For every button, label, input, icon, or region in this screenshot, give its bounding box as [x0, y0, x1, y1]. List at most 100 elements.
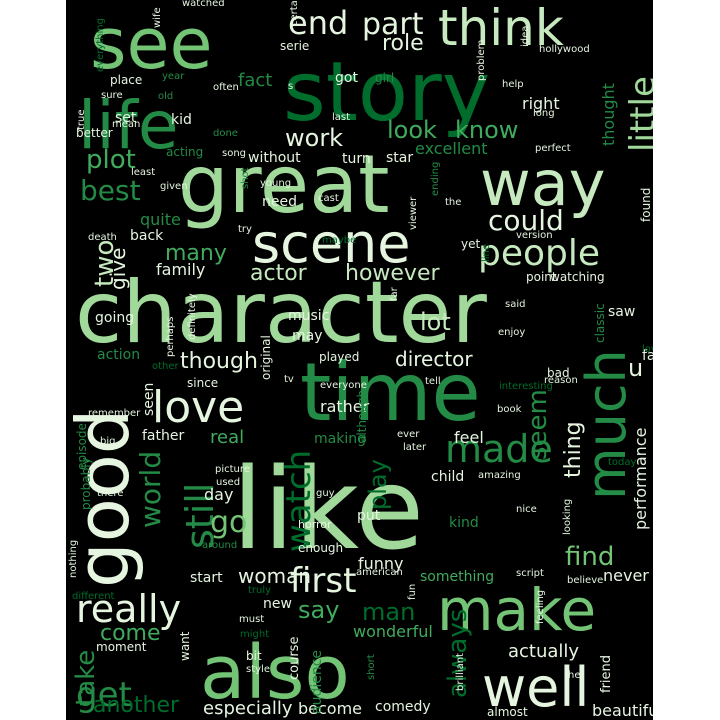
word-perhaps: perhaps [165, 317, 176, 357]
word-man: man [362, 598, 415, 626]
word-horror: horror [298, 518, 332, 531]
word-must: must [239, 614, 264, 625]
word-guy: guy [316, 488, 335, 499]
word-take: take [71, 650, 101, 706]
word-ever: ever [397, 429, 420, 440]
word-everyone: everyone [320, 380, 367, 391]
word-many: many [165, 241, 227, 266]
word-wife: wife [152, 7, 163, 28]
word-episode: episode [75, 423, 89, 470]
word-music: music [288, 308, 329, 324]
word-cloud: like character time story great good also see li… [66, 0, 653, 720]
word-bad: bad [547, 366, 570, 380]
word-role: role [382, 31, 424, 56]
word-watch: watch [279, 450, 319, 552]
word-make: make [437, 576, 596, 644]
word-start: start [190, 570, 223, 586]
word-year: year [162, 71, 185, 82]
word-although: although [355, 390, 369, 443]
word-well: well [482, 656, 589, 719]
word-fun: fun [407, 584, 418, 600]
word-people: people [478, 233, 600, 274]
word-ending: ending [430, 162, 441, 196]
word-help: help [502, 79, 524, 90]
word-actually: actually [508, 641, 579, 662]
word-big: big [100, 436, 115, 447]
word-long: long [533, 108, 555, 119]
word-audience: audience [309, 650, 325, 714]
word-last: last [332, 112, 350, 123]
word-feel: feel [454, 428, 484, 447]
word-kid: kid [171, 112, 192, 128]
word-still: still [178, 483, 222, 549]
word-become: become [298, 699, 362, 718]
word-beautiful: beautiful [592, 701, 653, 720]
word-remember: remember [88, 408, 141, 419]
word-say: say [298, 596, 339, 624]
word-part: part [362, 7, 424, 42]
word-death: death [88, 232, 117, 243]
word-song: song [222, 148, 246, 159]
word-better: better [76, 126, 113, 140]
word-truly: truly [248, 585, 271, 596]
word-really: really [76, 587, 181, 631]
word-bit: bit [246, 649, 262, 663]
word-used: used [216, 477, 240, 488]
word-moment: moment [96, 640, 147, 654]
word-without: without [248, 150, 301, 166]
word-get: get [76, 675, 132, 715]
word-woman: woman [238, 564, 311, 588]
word-new: new [263, 596, 292, 612]
word-brilliant: brilliant [455, 653, 466, 691]
word-amazing: amazing [478, 470, 521, 481]
word-different: different [72, 591, 115, 602]
word-friend: friend [599, 655, 614, 693]
word-come: come [100, 621, 161, 646]
word-seen: seen [141, 383, 157, 416]
word-watching: watching [550, 270, 605, 284]
word-yet: yet [461, 237, 480, 251]
word-may: may [292, 328, 323, 344]
word-got: got [335, 70, 358, 86]
word-almost: almost [487, 705, 528, 719]
word-real: real [210, 427, 244, 448]
word-young: young [260, 178, 291, 189]
word-time: time [300, 346, 481, 439]
word-version: version [516, 230, 553, 241]
word-try: try [238, 224, 252, 235]
word-mean: mean [112, 119, 140, 130]
word-definitely: definitely [187, 293, 198, 340]
word-cast: cast [318, 193, 339, 204]
word-best: best [80, 174, 141, 207]
word-everything: everything [95, 18, 106, 72]
word-idea: idea [520, 26, 531, 47]
word-book: book [497, 404, 522, 415]
word-classic: classic [593, 303, 607, 343]
word-good: good [66, 408, 145, 588]
word-perfect: perfect [535, 143, 571, 154]
word-played: played [319, 350, 359, 364]
word-sure: sure [101, 90, 123, 101]
word-scene: scene [252, 212, 411, 275]
word-loved: loved [642, 344, 653, 355]
word-know: know [455, 116, 518, 144]
word-reason: reason [544, 375, 578, 386]
word-much: much [575, 349, 638, 500]
word-thought: thought [599, 83, 618, 146]
word-world: world [134, 451, 167, 528]
word-old: old [158, 91, 173, 102]
word-enough: enough [298, 541, 343, 555]
word-go: go [210, 505, 247, 540]
word-hollywood: hollywood [539, 44, 590, 55]
word-family: family [156, 260, 205, 279]
word-rather: rather [320, 397, 370, 416]
word-director: director [395, 347, 473, 371]
word-since: since [187, 376, 218, 390]
word-tell: tell [425, 376, 441, 387]
word-especially: especially [203, 698, 293, 719]
word-action: action [97, 347, 140, 363]
word-back: back [130, 228, 164, 244]
word-believe: believe [567, 575, 603, 586]
word-child: child [431, 469, 464, 485]
word-plot: plot [86, 145, 136, 175]
